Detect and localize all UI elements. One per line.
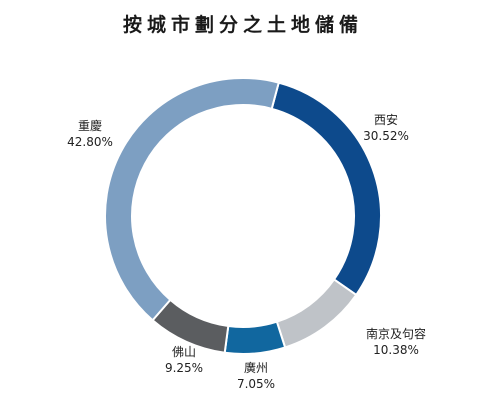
slice-label-3: 廣州 (244, 361, 268, 375)
chart-title: 按城市劃分之土地儲備 (123, 13, 363, 36)
donut-slice-2 (275, 278, 358, 349)
donut-slices (104, 77, 382, 355)
slice-value-5: 42.80% (67, 135, 113, 149)
slice-value-4: 9.25% (165, 361, 203, 375)
donut-slice-5 (104, 77, 280, 322)
donut-slice-1 (270, 81, 382, 297)
donut-slice-3 (223, 320, 287, 355)
slice-label-5: 重慶 (78, 119, 102, 133)
slice-labels: 西安 30.52% 南京及句容 10.38% 廣州 7.05% 佛山 9.25% 重慶 42.80… (67, 112, 426, 391)
slice-value-3: 7.05% (237, 377, 275, 391)
slice-value-1: 30.52% (363, 129, 409, 143)
slice-value-2: 10.38% (373, 343, 419, 357)
slice-label-1: 西安 (374, 112, 398, 127)
slice-label-4: 佛山 (172, 345, 196, 359)
slice-label-2: 南京及句容 (366, 326, 426, 341)
